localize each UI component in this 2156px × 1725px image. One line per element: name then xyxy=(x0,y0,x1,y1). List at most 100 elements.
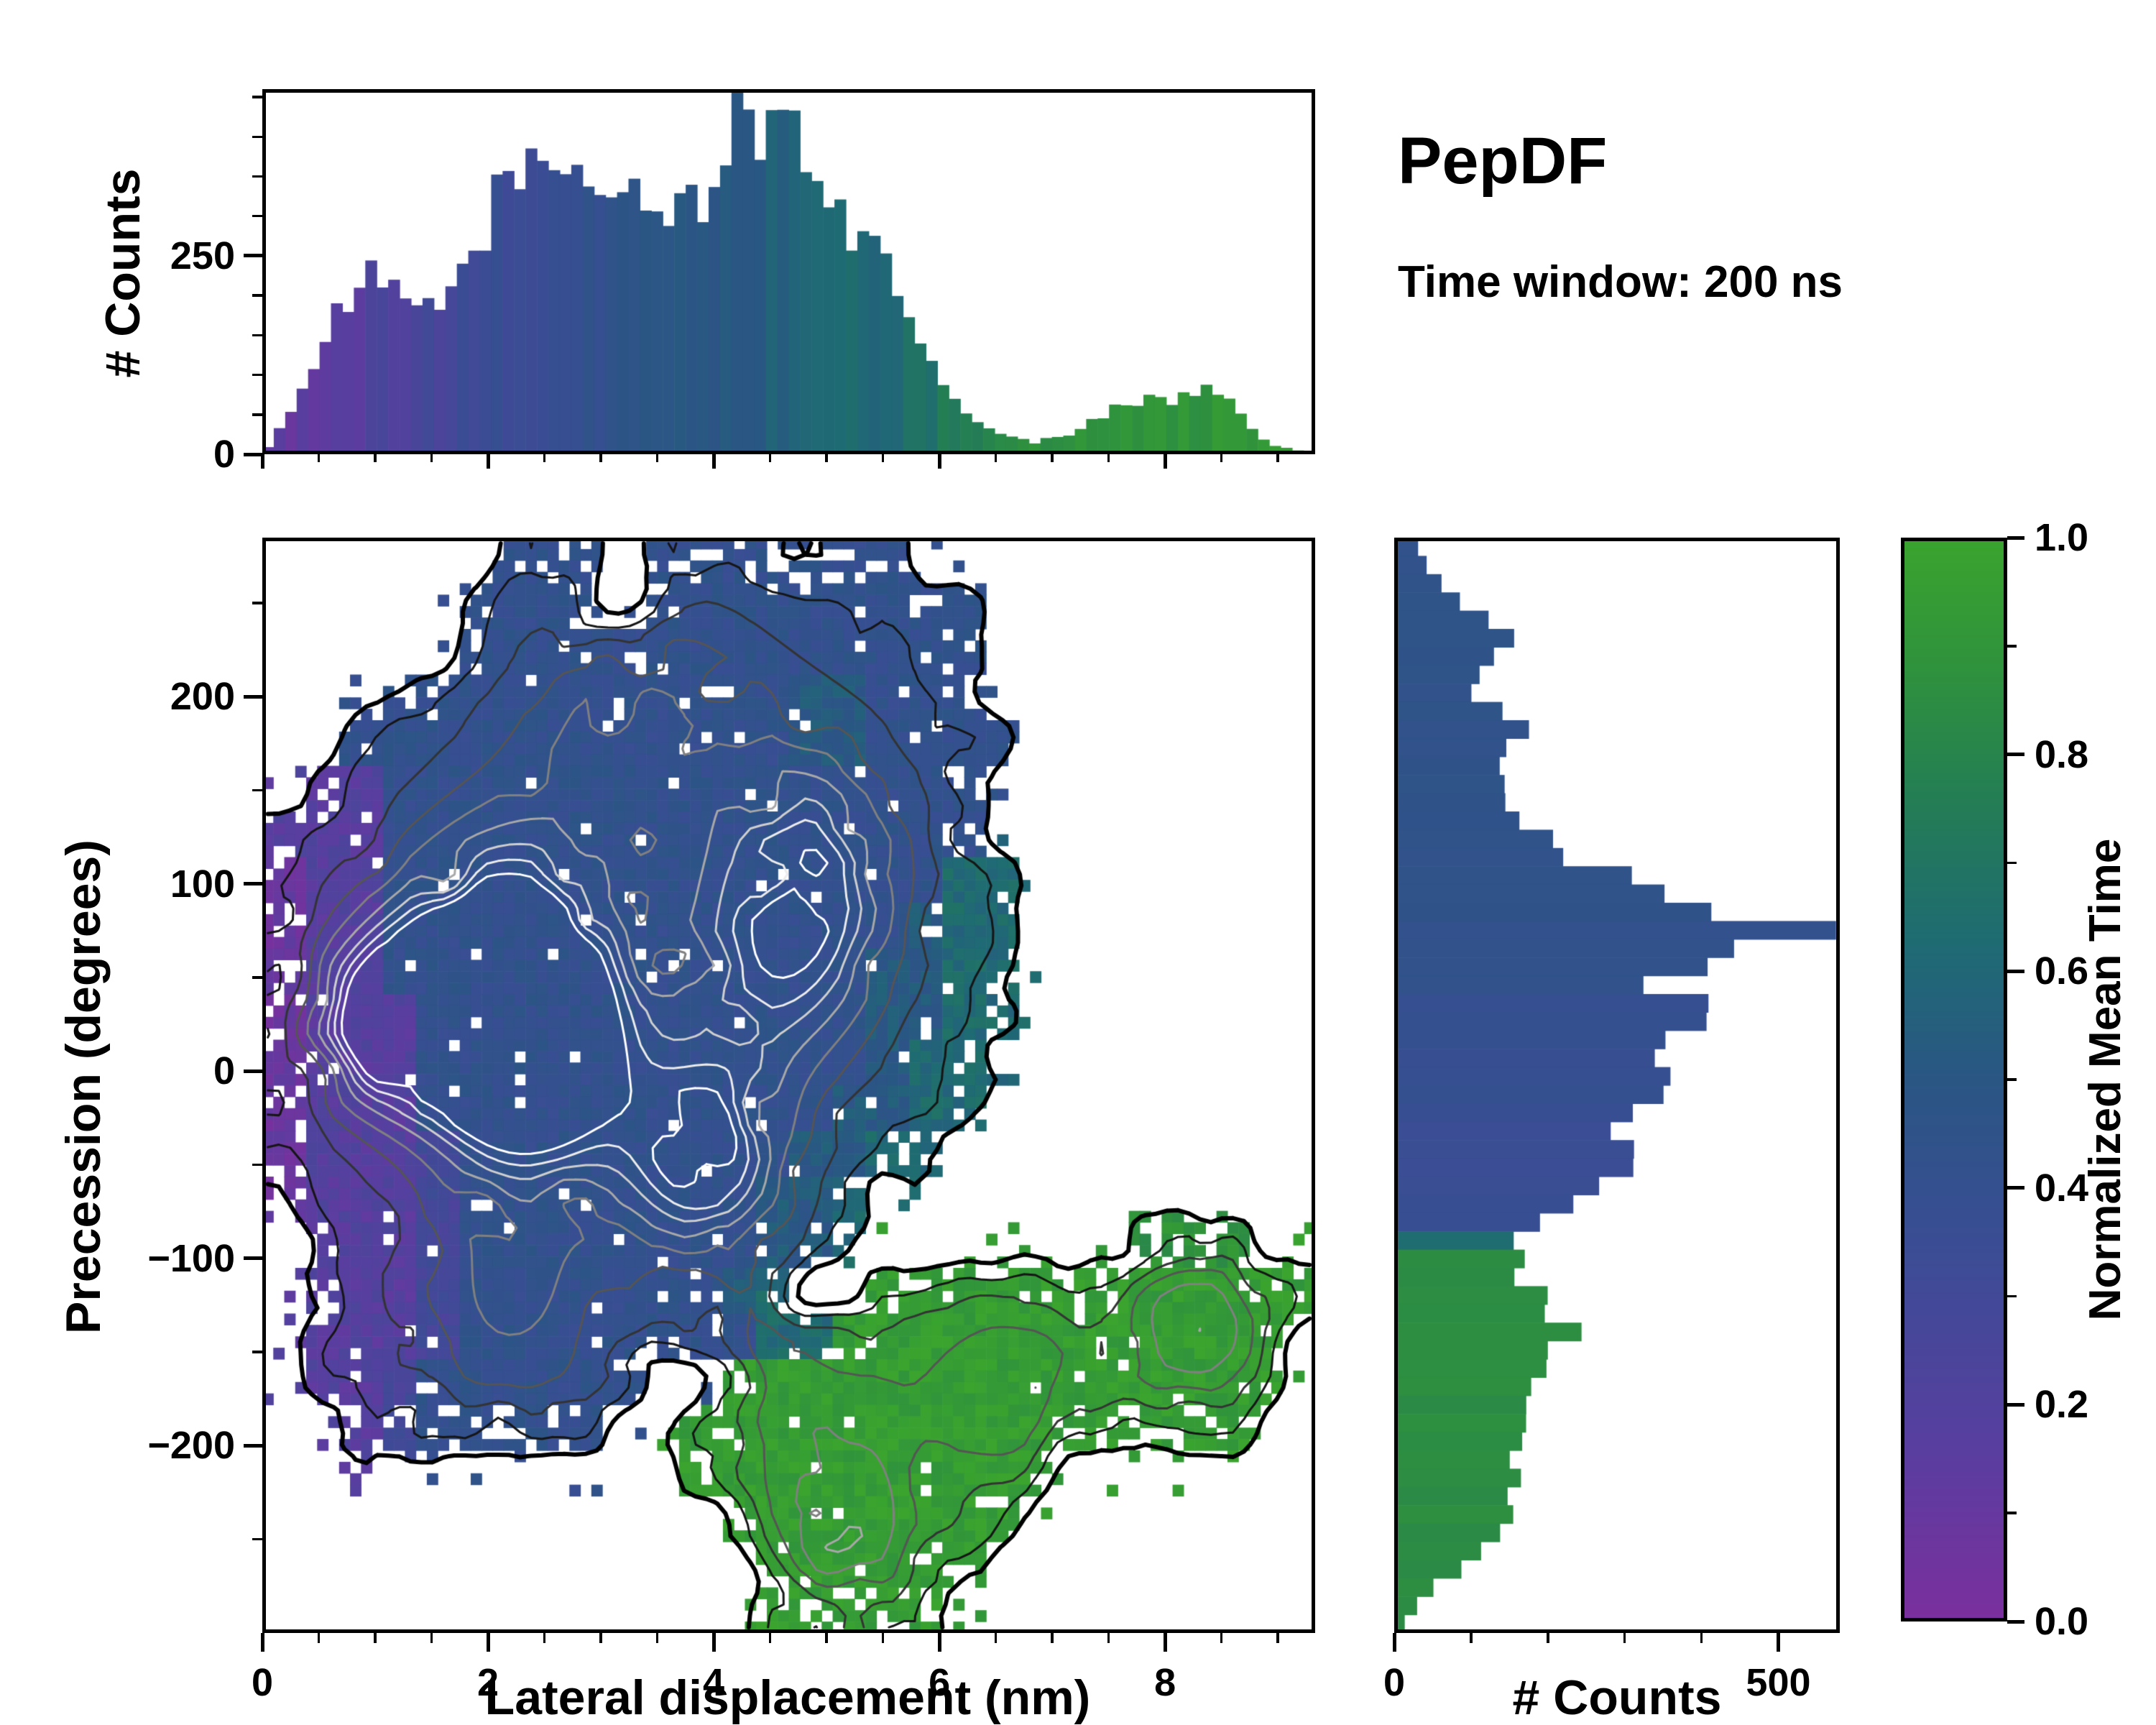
colorbar-tick-label: 0.8 xyxy=(2035,732,2089,776)
axis-tick xyxy=(1220,1633,1223,1643)
colorbar-canvas xyxy=(1901,538,2007,1622)
main-heatmap-canvas xyxy=(262,538,1315,1633)
axis-tick xyxy=(1163,1633,1167,1652)
axis-tick xyxy=(430,1633,433,1643)
axis-tick xyxy=(1107,1633,1110,1643)
top-histogram-canvas xyxy=(262,89,1315,454)
colorbar-tick-label: 0.4 xyxy=(2035,1166,2089,1210)
axis-tick xyxy=(1276,454,1279,462)
axis-tick xyxy=(825,454,828,462)
axis-tick xyxy=(252,294,262,297)
axis-tick xyxy=(252,1537,262,1541)
axis-tick xyxy=(2007,1619,2024,1624)
axis-tick xyxy=(486,1633,490,1652)
colorbar-tick-label: 0.0 xyxy=(2035,1600,2089,1643)
axis-tick xyxy=(1107,454,1110,462)
top-hist-y-tick-label: 250 xyxy=(170,234,235,277)
axis-tick xyxy=(252,788,262,792)
axis-tick xyxy=(244,694,262,699)
axis-tick xyxy=(374,454,377,462)
axis-tick xyxy=(252,976,262,979)
axis-tick xyxy=(655,454,659,462)
main-y-tick-label: 100 xyxy=(170,862,235,906)
colorbar-tick-label: 1.0 xyxy=(2035,516,2089,559)
axis-tick xyxy=(252,413,262,416)
axis-tick xyxy=(252,135,262,138)
axis-tick xyxy=(252,602,262,604)
axis-tick xyxy=(711,1633,716,1652)
axis-tick xyxy=(543,1633,546,1643)
axis-tick xyxy=(881,1633,885,1643)
axis-tick xyxy=(317,454,321,462)
axis-tick xyxy=(768,1633,772,1643)
colorbar-tick-label: 0.6 xyxy=(2035,949,2089,993)
axis-tick xyxy=(994,1633,998,1643)
right-hist-xlabel: # Counts xyxy=(1512,1670,1722,1725)
axis-tick xyxy=(252,214,262,218)
axis-tick xyxy=(2007,753,2024,757)
axis-tick xyxy=(244,1069,262,1073)
colorbar-tick-label: 0.2 xyxy=(2035,1383,2089,1427)
axis-tick xyxy=(2007,1294,2017,1298)
axis-tick xyxy=(655,1633,659,1643)
main-y-tick-label: 0 xyxy=(213,1049,235,1093)
axis-tick xyxy=(2007,535,2024,540)
axis-tick xyxy=(260,1633,264,1652)
axis-tick xyxy=(317,1633,321,1643)
colorbar-label: Normalized Mean Time xyxy=(2081,838,2130,1321)
axis-tick xyxy=(599,1633,602,1643)
main-x-tick-label: 4 xyxy=(703,1661,725,1704)
axis-tick xyxy=(1700,1633,1703,1643)
axis-tick xyxy=(1776,1633,1780,1652)
axis-tick xyxy=(260,454,264,469)
axis-tick xyxy=(768,454,772,462)
right-histogram-canvas xyxy=(1394,538,1840,1633)
axis-tick xyxy=(1220,454,1223,462)
axis-tick xyxy=(937,1633,941,1652)
axis-tick xyxy=(994,454,998,462)
axis-tick xyxy=(2007,645,2017,648)
right-hist-x-tick-label: 0 xyxy=(1383,1661,1406,1704)
axis-tick xyxy=(2007,1186,2024,1190)
axis-tick xyxy=(937,454,941,469)
axis-tick xyxy=(486,454,490,469)
axis-tick xyxy=(252,1351,262,1353)
plot-title: PepDF xyxy=(1398,124,1608,198)
top-hist-y-tick-label: 0 xyxy=(213,433,235,476)
main-y-tick-label: −200 xyxy=(147,1424,235,1468)
axis-tick xyxy=(543,454,546,462)
axis-tick xyxy=(244,254,262,258)
axis-tick xyxy=(252,373,262,377)
main-x-tick-label: 8 xyxy=(1154,1661,1176,1704)
axis-tick xyxy=(252,1163,262,1167)
axis-tick xyxy=(244,452,262,456)
axis-tick xyxy=(1276,1633,1279,1643)
axis-tick xyxy=(1547,1633,1549,1643)
axis-tick xyxy=(244,1256,262,1261)
axis-tick xyxy=(1051,1633,1054,1643)
main-x-tick-label: 2 xyxy=(477,1661,499,1704)
axis-tick xyxy=(244,882,262,886)
main-y-tick-label: −100 xyxy=(147,1236,235,1280)
axis-tick xyxy=(374,1633,377,1643)
axis-tick xyxy=(2007,861,2017,865)
right-hist-x-tick-label: 500 xyxy=(1746,1661,1811,1704)
axis-tick xyxy=(1623,1633,1626,1643)
main-x-tick-label: 6 xyxy=(929,1661,951,1704)
axis-tick xyxy=(1163,454,1167,469)
axis-tick xyxy=(1392,1633,1396,1652)
axis-tick xyxy=(881,454,885,462)
axis-tick xyxy=(2007,1512,2017,1514)
axis-tick xyxy=(2007,1402,2024,1407)
axis-tick xyxy=(252,96,262,98)
axis-tick xyxy=(2007,969,2024,973)
main-y-tick-label: 200 xyxy=(170,675,235,719)
axis-tick xyxy=(430,454,433,462)
main-xlabel: Lateral displacement (nm) xyxy=(484,1670,1091,1725)
axis-tick xyxy=(2007,1078,2017,1081)
axis-tick xyxy=(252,334,262,337)
axis-tick xyxy=(252,175,262,178)
axis-tick xyxy=(825,1633,828,1643)
axis-tick xyxy=(1051,454,1054,462)
